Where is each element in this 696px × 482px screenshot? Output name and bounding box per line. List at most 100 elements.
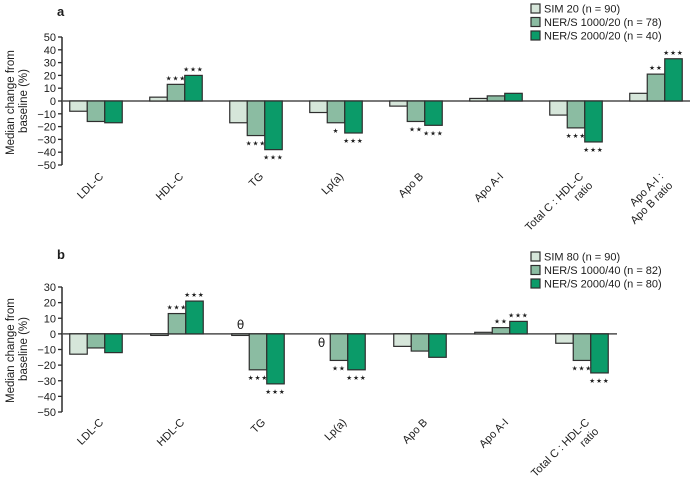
panel-a-letter: a xyxy=(57,4,65,19)
significance-marker: ★★★ xyxy=(346,374,366,382)
x-axis-label: LDL-C xyxy=(75,171,106,202)
legend-label-0: SIM 80 (n = 90) xyxy=(544,252,620,264)
significance-marker: ★★★ xyxy=(583,146,603,154)
significance-marker: ★★★ xyxy=(265,388,285,396)
significance-marker: ★★★ xyxy=(343,137,363,145)
panel-b-x-labels: LDL-C HDL-C TG Lp(a) Apo B Apo A-I Total C : H… xyxy=(75,417,601,482)
x-axis-label: LDL-C xyxy=(75,417,106,448)
significance-marker: ★★ xyxy=(332,364,346,372)
significance-marker: ★★★ xyxy=(183,65,203,73)
significance-marker: ★★★ xyxy=(663,49,683,57)
significance-marker: ★★★ xyxy=(167,304,187,312)
bar-a-3-0 xyxy=(309,100,328,114)
panel-b-y-axis-title: Median change from baseline (%) xyxy=(5,295,30,403)
y-tick-label: 30 xyxy=(44,282,56,294)
legend-swatch-2 xyxy=(530,278,541,289)
bar-b-6-2 xyxy=(590,333,609,374)
bar-a-2-0 xyxy=(229,100,248,124)
y-tick-label: −20 xyxy=(37,122,56,134)
significance-marker: ★★★ xyxy=(263,154,283,162)
bar-b-5-0 xyxy=(474,331,493,335)
bar-a-7-2 xyxy=(664,58,683,102)
significance-marker: ★★★ xyxy=(184,291,204,299)
bar-b-3-1 xyxy=(329,333,349,362)
legend-swatch-1 xyxy=(530,16,541,28)
x-axis-label: HDL-C xyxy=(155,417,187,449)
legend-swatch-0 xyxy=(530,251,541,262)
significance-marker: ★★★ xyxy=(589,377,609,385)
theta-annotation: θ xyxy=(318,336,325,350)
y-tick-label: 20 xyxy=(44,70,56,82)
x-axis-label: Total C : HDL-Cratio xyxy=(523,171,595,241)
x-axis-label: Total C : HDL-Cratio xyxy=(529,417,601,482)
bar-a-5-1 xyxy=(486,95,506,102)
bar-b-4-1 xyxy=(410,333,430,352)
panel-a-legend: SIM 20 (n = 90)NER/S 1000/20 (n = 78) NER… xyxy=(530,3,662,43)
bar-a-4-2 xyxy=(424,100,443,126)
significance-marker: ★★★ xyxy=(566,132,586,140)
panel-b-annotations: θθ xyxy=(237,318,325,350)
panel-b-axes: 30 20 10 0 −10 −20 −30 −40 −50 xyxy=(37,282,617,419)
panel-a-bars: ★★★★★★★★★★★★★★★★★★ ★★★ ★★★★★★★★★★★ xyxy=(69,49,683,162)
bar-a-6-2 xyxy=(584,100,603,143)
significance-marker: ★★ xyxy=(649,64,663,72)
bar-a-6-1 xyxy=(566,100,586,129)
significance-marker: ★★★ xyxy=(508,311,528,319)
y-tick-label: 0 xyxy=(50,329,56,341)
legend-label-2: NER/S 2000/40 (n = 80) xyxy=(544,279,662,291)
legend-label-0: SIM 20 (n = 90) xyxy=(544,4,620,16)
bar-a-2-2 xyxy=(264,100,283,151)
significance-marker: ★★ xyxy=(409,125,423,133)
bar-b-2-0 xyxy=(231,333,250,337)
legend-label-2: NER/S 2000/20 (n = 40) xyxy=(544,31,662,43)
panel-a-chart: a Median change from baseline (%) 504030… xyxy=(5,3,690,241)
bar-a-3-1 xyxy=(326,100,346,124)
panel-a-x-labels: LDL-C HDL-C TG Lp(a) Apo B Apo A-I Total C : H… xyxy=(75,171,675,241)
bar-a-0-0 xyxy=(69,100,88,112)
bar-b-0-1 xyxy=(86,333,106,349)
x-axis-label: Apo A-I xyxy=(472,171,506,205)
bar-a-1-1 xyxy=(166,83,186,102)
bar-b-1-0 xyxy=(150,333,169,337)
y-tick-label: 10 xyxy=(44,83,56,95)
panel-b-letter: b xyxy=(57,247,65,262)
bar-a-6-0 xyxy=(549,100,568,116)
x-axis-label: Lp(a) xyxy=(322,417,349,444)
significance-marker: ★★★ xyxy=(572,364,592,372)
bar-b-4-2 xyxy=(428,333,447,358)
significance-marker: ★★★ xyxy=(248,374,268,382)
x-axis-label: Apo B xyxy=(396,171,426,201)
y-tick-label: −40 xyxy=(37,147,56,159)
y-tick-label: −30 xyxy=(37,376,56,388)
bar-b-4-0 xyxy=(393,333,412,347)
bar-a-1-2 xyxy=(184,74,203,102)
bar-b-6-1 xyxy=(572,333,592,362)
theta-annotation: θ xyxy=(237,318,244,332)
bar-b-3-2 xyxy=(347,333,366,371)
y-tick-label: 30 xyxy=(44,58,56,70)
bar-b-0-2 xyxy=(104,333,123,354)
bar-b-2-1 xyxy=(248,333,268,371)
bar-a-1-0 xyxy=(149,96,168,102)
bar-b-2-2 xyxy=(266,333,285,385)
bar-a-4-1 xyxy=(406,100,426,123)
x-axis-label: Apo B xyxy=(400,417,430,447)
x-axis-label: TG xyxy=(247,171,266,190)
bar-b-5-1 xyxy=(491,327,511,335)
legend-swatch-1 xyxy=(530,264,541,276)
panel-b-bars: ★★★★★★★★★★★★★★★★★★★★★★★★★★★★ xyxy=(69,291,609,396)
y-tick-label: −30 xyxy=(37,134,56,146)
legend-label-1: NER/S 1000/20 (n = 78) xyxy=(544,17,662,29)
bar-a-2-1 xyxy=(246,100,266,137)
y-tick-label: −10 xyxy=(37,109,56,121)
y-tick-label: −50 xyxy=(37,160,56,172)
bar-a-0-1 xyxy=(86,100,106,123)
legend-swatch-2 xyxy=(530,30,541,41)
bar-a-0-2 xyxy=(104,100,123,124)
panel-b-chart: b Median change from baseline (%) 30 20 10… xyxy=(5,247,662,482)
y-tick-label: −40 xyxy=(37,391,56,403)
panel-b-legend: SIM 80 (n = 90)NER/S 1000/40 (n = 82) NER… xyxy=(530,251,662,291)
x-axis-label: TG xyxy=(249,417,268,436)
